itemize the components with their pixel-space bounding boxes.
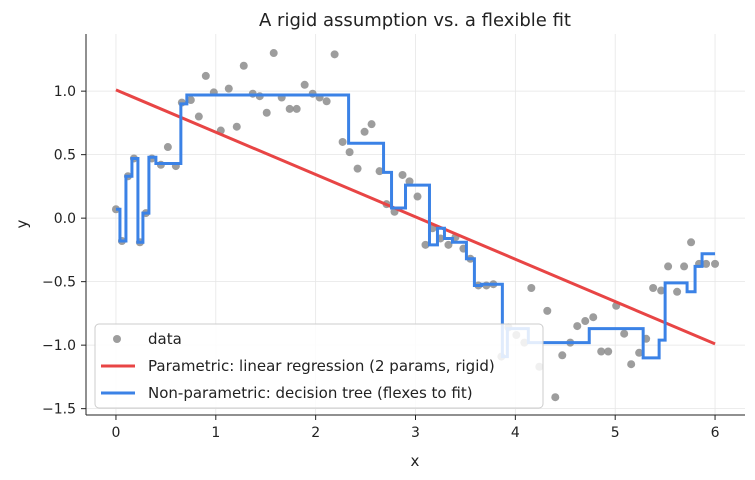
data-point-35 <box>367 120 376 129</box>
data-point-24 <box>285 104 294 113</box>
data-point-63 <box>581 317 590 326</box>
data-point-70 <box>635 348 644 357</box>
data-point-45 <box>444 240 453 249</box>
data-point-17 <box>232 122 241 131</box>
data-point-41 <box>413 192 422 201</box>
data-point-69 <box>627 360 636 369</box>
data-point-56 <box>527 284 536 292</box>
data-point-11 <box>186 96 195 105</box>
axes: 0 1 2 3 4 5 6 −1.5 −1.0 −0.5 0.0 0.5 1.0 <box>42 34 745 441</box>
plot-area <box>111 49 720 402</box>
data-point-8 <box>163 143 172 152</box>
data-point-73 <box>657 286 666 295</box>
data-point-65 <box>597 347 606 356</box>
x-tick-label-1: 1 <box>211 425 220 441</box>
legend-box <box>94 323 544 409</box>
y-axis-label: y <box>13 219 31 228</box>
data-point-36 <box>375 167 384 176</box>
data-point-74 <box>664 262 673 271</box>
y-tick-label-1: −1.0 <box>42 338 76 354</box>
chart-title: A rigid assumption vs. a flexible fit <box>259 10 571 31</box>
data-point-66 <box>604 347 613 356</box>
data-point-68 <box>620 329 629 338</box>
y-tick-label-3: 0.0 <box>54 211 76 227</box>
data-point-40 <box>405 177 414 186</box>
data-point-32 <box>345 148 354 157</box>
data-point-39 <box>398 170 407 179</box>
data-point-58 <box>543 306 552 315</box>
x-tick-label-2: 2 <box>311 425 320 441</box>
data-point-31 <box>338 137 347 146</box>
legend-marker-data <box>113 335 121 343</box>
data-point-64 <box>589 313 598 322</box>
y-tick-label-0: −1.5 <box>42 402 76 418</box>
data-point-21 <box>262 108 271 117</box>
data-point-13 <box>201 71 210 80</box>
y-tick-label-5: 1.0 <box>54 84 76 100</box>
data-point-26 <box>300 80 309 89</box>
legend-label-2: Non-parametric: decision tree (flexes to… <box>148 384 473 402</box>
data-point-16 <box>224 84 233 93</box>
y-tick-label-4: 0.5 <box>54 148 76 164</box>
x-tick-label-0: 0 <box>111 425 120 441</box>
data-point-22 <box>269 49 278 58</box>
data-point-60 <box>558 351 567 360</box>
x-axis-label: x <box>411 452 420 470</box>
x-tick-label-5: 5 <box>611 425 620 441</box>
data-point-76 <box>680 262 689 271</box>
data-point-75 <box>673 287 682 296</box>
y-tick-label-2: −0.5 <box>42 275 76 291</box>
data-point-80 <box>711 259 720 268</box>
x-tick-label-4: 4 <box>511 425 520 441</box>
data-point-34 <box>360 127 369 136</box>
data-point-12 <box>194 112 203 121</box>
legend: data Parametric: linear regression (2 par… <box>94 323 544 409</box>
data-point-79 <box>702 259 711 268</box>
data-point-62 <box>573 322 582 331</box>
legend-label-0: data <box>148 330 182 348</box>
data-point-30 <box>330 50 339 59</box>
data-point-33 <box>353 164 362 173</box>
data-point-25 <box>292 104 301 113</box>
data-point-29 <box>322 97 331 106</box>
data-point-59 <box>551 393 560 402</box>
decision-tree-line <box>115 93 716 360</box>
legend-label-1: Parametric: linear regression (2 params,… <box>148 357 495 375</box>
linear-regression-line <box>115 88 716 346</box>
x-tick-label-6: 6 <box>711 425 720 441</box>
data-point-42 <box>421 240 430 249</box>
x-tick-label-3: 3 <box>411 425 420 441</box>
data-point-77 <box>687 238 696 247</box>
data-point-72 <box>649 284 658 292</box>
data-point-18 <box>239 61 248 70</box>
